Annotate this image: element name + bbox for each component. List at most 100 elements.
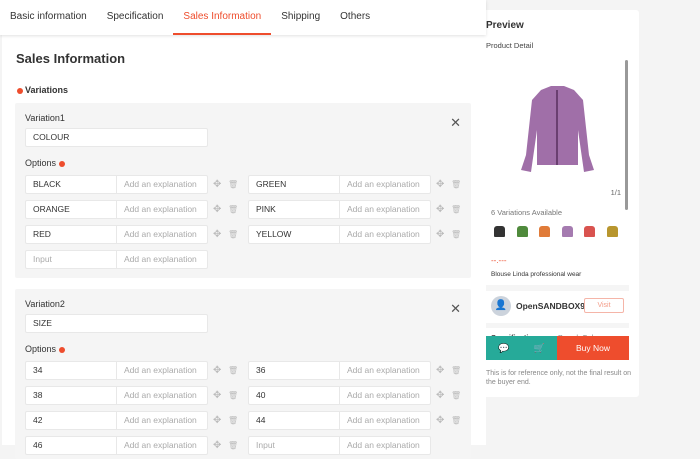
explanation-input[interactable]: Add an explanation [124, 440, 197, 450]
close-icon[interactable]: ✕ [450, 301, 461, 316]
explanation-input[interactable]: Add an explanation [347, 365, 420, 375]
drag-icon[interactable]: ✥ [436, 415, 445, 426]
trash-icon[interactable]: 🗑 [451, 205, 462, 214]
explanation-input[interactable]: Add an explanation [124, 415, 197, 425]
explanation-input[interactable]: Add an explanation [347, 204, 420, 214]
cart-icon[interactable]: 🛒 [521, 336, 557, 360]
variation1-label: Variation1 [25, 113, 65, 123]
option-name-input[interactable]: 34 [26, 362, 117, 379]
option-name-input[interactable]: Input [249, 437, 340, 454]
drag-icon[interactable]: ✥ [213, 204, 222, 215]
explanation-input[interactable]: Add an explanation [124, 204, 197, 214]
variation-swatch[interactable] [606, 226, 618, 237]
variation2-block: Variation2 SIZE ✕ Options 34 Add an expla… [15, 289, 471, 459]
tab-specification[interactable]: Specification [106, 11, 164, 22]
explanation-input[interactable]: Add an explanation [124, 254, 197, 264]
reference-note: This is for reference only, not the fina… [486, 370, 631, 386]
option-name-input[interactable]: PINK [249, 201, 340, 218]
scrollbar[interactable] [625, 60, 628, 210]
drag-icon[interactable]: ✥ [213, 390, 222, 401]
trash-icon[interactable]: 🗑 [451, 230, 462, 239]
explanation-input[interactable]: Add an explanation [347, 390, 420, 400]
option-row: ORANGE Add an explanation [25, 200, 208, 219]
explanation-input[interactable]: Add an explanation [347, 415, 420, 425]
drag-icon[interactable]: ✥ [436, 204, 445, 215]
explanation-input[interactable]: Add an explanation [124, 390, 197, 400]
trash-icon[interactable]: 🗑 [451, 391, 462, 400]
tab-basic-information[interactable]: Basic information [10, 11, 87, 22]
variation2-name-input[interactable]: SIZE [25, 314, 208, 333]
explanation-input[interactable]: Add an explanation [124, 229, 197, 239]
drag-icon[interactable]: ✥ [436, 179, 445, 190]
chat-icon[interactable]: 💬 [486, 336, 522, 360]
trash-icon[interactable]: 🗑 [228, 180, 239, 189]
action-bar: 💬 🛒 Buy Now [486, 336, 629, 360]
drag-icon[interactable]: ✥ [436, 365, 445, 376]
options-text: Options [25, 158, 57, 168]
tab-shipping[interactable]: Shipping [281, 11, 321, 22]
option-row: 46 Add an explanation [25, 436, 208, 455]
options-label: Options [25, 158, 67, 168]
main-panel: Sales Information Variations Variation1 … [2, 35, 486, 459]
explanation-input[interactable]: Add an explanation [124, 179, 197, 189]
variation-swatch[interactable] [494, 226, 505, 237]
options-label: Options [25, 344, 67, 354]
option-name-input[interactable]: 44 [249, 412, 340, 429]
explanation-input[interactable]: Add an explanation [347, 440, 420, 450]
tab-bar: Basic information Specification Sales In… [0, 0, 486, 35]
option-row: Input Add an explanation [248, 436, 431, 455]
option-name-input[interactable]: 36 [249, 362, 340, 379]
variation-swatch[interactable] [561, 226, 573, 237]
variation-swatch[interactable] [584, 226, 595, 237]
variations-available: 6 Variations Available [491, 208, 563, 217]
option-row: YELLOW Add an explanation [248, 225, 431, 244]
price: --.--- [491, 256, 507, 265]
close-icon[interactable]: ✕ [450, 115, 461, 130]
option-name-input[interactable]: 46 [26, 437, 117, 454]
drag-icon[interactable]: ✥ [213, 229, 222, 240]
tab-others[interactable]: Others [340, 11, 371, 22]
variation-swatch[interactable] [539, 226, 550, 237]
option-row: Input Add an explanation [25, 250, 208, 269]
buy-now-button[interactable]: Buy Now [557, 336, 629, 360]
option-name-input[interactable]: ORANGE [26, 201, 117, 218]
option-name-input[interactable]: YELLOW [249, 226, 340, 243]
trash-icon[interactable]: 🗑 [228, 230, 239, 239]
trash-icon[interactable]: 🗑 [451, 416, 462, 425]
drag-icon[interactable]: ✥ [213, 365, 222, 376]
option-row: RED Add an explanation [25, 225, 208, 244]
drag-icon[interactable]: ✥ [213, 440, 222, 451]
option-name-input[interactable]: Input [26, 251, 117, 268]
option-name-input[interactable]: RED [26, 226, 117, 243]
trash-icon[interactable]: 🗑 [451, 366, 462, 375]
trash-icon[interactable]: 🗑 [228, 416, 239, 425]
option-row: 44 Add an explanation [248, 411, 431, 430]
blouse-image [521, 86, 594, 172]
tab-sales-information[interactable]: Sales Information [173, 0, 272, 35]
explanation-input[interactable]: Add an explanation [347, 229, 420, 239]
option-name-input[interactable]: 38 [26, 387, 117, 404]
variations-label: Variations [17, 85, 68, 95]
trash-icon[interactable]: 🗑 [451, 180, 462, 189]
trash-icon[interactable]: 🗑 [228, 205, 239, 214]
option-name-input[interactable]: 40 [249, 387, 340, 404]
option-row: 42 Add an explanation [25, 411, 208, 430]
product-image: 1/1 6 Variations Available --.--- Blouse… [486, 60, 629, 285]
shop-name: OpenSANDBOX9 [516, 301, 584, 311]
variation1-name-input[interactable]: COLOUR [25, 128, 208, 147]
trash-icon[interactable]: 🗑 [228, 391, 239, 400]
trash-icon[interactable]: 🗑 [228, 366, 239, 375]
required-icon [58, 160, 65, 167]
explanation-input[interactable]: Add an explanation [124, 365, 197, 375]
drag-icon[interactable]: ✥ [213, 415, 222, 426]
drag-icon[interactable]: ✥ [213, 179, 222, 190]
trash-icon[interactable]: 🗑 [228, 441, 239, 450]
visit-button[interactable]: Visit [584, 298, 624, 313]
option-name-input[interactable]: BLACK [26, 176, 117, 193]
explanation-input[interactable]: Add an explanation [347, 179, 420, 189]
option-name-input[interactable]: GREEN [249, 176, 340, 193]
variation-swatch[interactable] [516, 226, 528, 237]
drag-icon[interactable]: ✥ [436, 229, 445, 240]
option-name-input[interactable]: 42 [26, 412, 117, 429]
drag-icon[interactable]: ✥ [436, 390, 445, 401]
